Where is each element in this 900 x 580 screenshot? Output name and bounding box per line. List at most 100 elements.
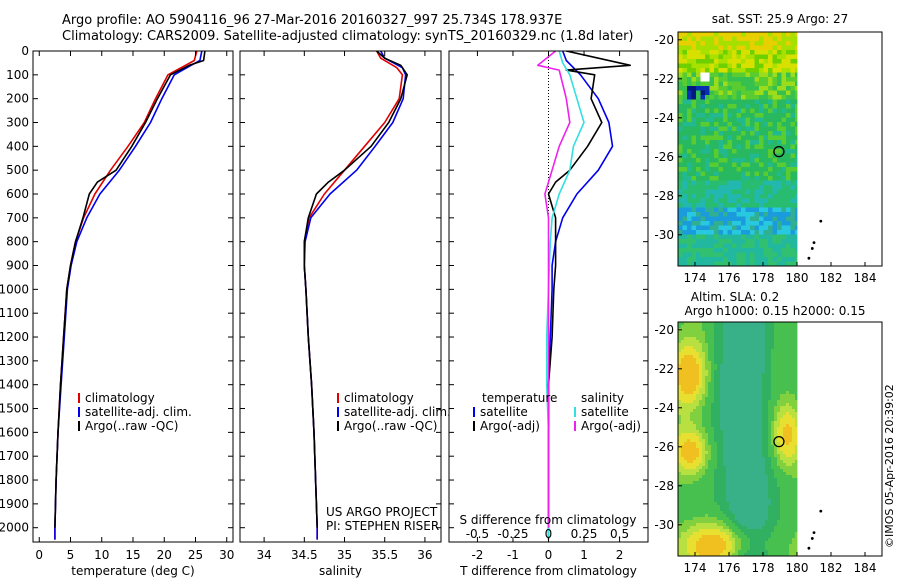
sst-map-cell (687, 108, 692, 114)
sst-map-cell (696, 207, 701, 213)
sla-map-cell (738, 499, 742, 503)
sst-map-cell (781, 108, 787, 114)
sla-map-cell (708, 547, 712, 551)
sla-map-cell (702, 511, 706, 515)
sla-map-cell (771, 427, 775, 431)
sla-map-cell (747, 331, 751, 335)
sst-map-cell (687, 212, 692, 217)
sla-map-cell (678, 343, 682, 347)
sla-map-cell (777, 361, 781, 365)
sla-map-cell (750, 391, 754, 395)
sst-map-cell (772, 126, 778, 132)
sla-map-cell (693, 499, 697, 503)
sla-map-cell (792, 544, 796, 548)
sst-map-cell (790, 140, 796, 145)
sla-map-cell (744, 466, 748, 470)
sla-map-cell (756, 418, 760, 422)
sst-map-cell (727, 72, 733, 78)
sla-map-cell (759, 415, 763, 419)
sst-map-cell (691, 81, 697, 87)
sst-map-cell (795, 239, 798, 244)
sst-map-cell (750, 167, 755, 172)
sla-map-cell (753, 391, 757, 395)
sst-map-cell (777, 261, 782, 267)
sla-map-cell (735, 370, 739, 374)
sla-map-cell (702, 427, 706, 431)
sla-map-cell (765, 490, 769, 494)
sla-map-cell (732, 547, 736, 551)
sst-map-cell (772, 77, 778, 82)
sst-map-cell (754, 149, 760, 154)
sst-map-cell (768, 86, 773, 91)
sla-map-cell (699, 379, 703, 383)
sla-map-cell (735, 496, 739, 500)
sla-map-cell (753, 409, 757, 413)
sla-map-cell (681, 490, 685, 494)
sla-map-cell (795, 457, 798, 461)
sla-map-cell (708, 475, 712, 479)
sla-map-cell (735, 442, 739, 446)
sst-map-cell (705, 248, 710, 253)
sla-map-cell (705, 472, 709, 476)
sla-map-cell (750, 358, 754, 362)
sla-map-cell (702, 466, 706, 470)
sst-map-cell (754, 198, 760, 204)
sla-map-cell (711, 472, 715, 476)
sla-map-cell (774, 325, 778, 329)
sla-map-cell (702, 532, 706, 536)
sla-map-cell (732, 364, 736, 368)
difference-right-legend-label: Argo(-adj) (581, 419, 641, 433)
sst-map-cell (750, 140, 755, 145)
sst-map-cell (678, 248, 683, 253)
sst-map-cell (777, 176, 782, 181)
sla-map-cell (678, 391, 682, 395)
sla-map-cell (717, 430, 721, 434)
sla-map-cell (789, 364, 793, 368)
sla-map-cell (747, 511, 751, 515)
sla-map-cell (741, 394, 745, 398)
sla-map-cell (753, 427, 757, 431)
sla-map-cell (723, 376, 727, 380)
sst-map-cell (678, 162, 683, 168)
sla-map-cell (792, 541, 796, 545)
sla-map-cell (753, 325, 757, 329)
sst-map-cell (723, 36, 728, 42)
sla-map-cell (723, 460, 727, 464)
sla-map-cell (711, 523, 715, 527)
sla-map-cell (747, 394, 751, 398)
sla-map-cell (795, 454, 798, 458)
sst-map-cell (781, 135, 787, 141)
sst-map-cell (732, 117, 737, 123)
difference-xlabel-top: S difference from climatology (460, 513, 637, 527)
sla-map-cell (720, 490, 724, 494)
sst-map-cell (750, 72, 755, 78)
sla-map-cell (714, 529, 718, 533)
sla-map-cell (723, 334, 727, 338)
sst-map-cell (754, 113, 760, 118)
sla-map-cell (786, 520, 790, 524)
sst-map-cell (727, 207, 733, 213)
sla-map-cell (747, 505, 751, 509)
sla-map-cell (765, 418, 769, 422)
sla-map-cell (789, 376, 793, 380)
sla-map-cell (714, 352, 718, 356)
sla-map-island (812, 531, 816, 534)
sst-map-cell (772, 234, 778, 240)
sst-map-cell (727, 45, 733, 51)
sla-map-cell (765, 361, 769, 365)
sst-map-cell (709, 234, 715, 240)
sla-map-cell (732, 460, 736, 464)
sst-map-cell (727, 153, 733, 159)
sst-map-cell (772, 59, 778, 64)
sst-map-cell (732, 122, 737, 127)
sla-map-cell (732, 343, 736, 347)
sla-map-cell (717, 493, 721, 497)
sst-map-cell (732, 36, 737, 42)
sla-map-cell (717, 496, 721, 500)
sla-map-cell (723, 511, 727, 515)
sla-map-cell (708, 484, 712, 488)
sla-map-cell (735, 358, 739, 362)
sst-map-cell (696, 95, 701, 100)
sst-map-cell (700, 72, 706, 78)
sla-map-cell (720, 403, 724, 407)
